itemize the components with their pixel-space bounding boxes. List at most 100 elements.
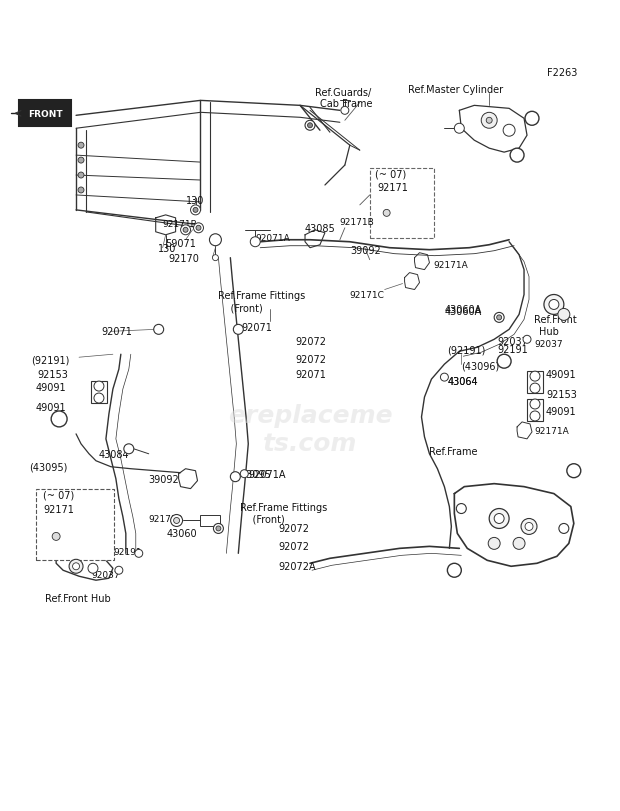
Text: 92072: 92072 bbox=[278, 524, 309, 534]
Text: FRONT: FRONT bbox=[28, 109, 63, 118]
Text: 92072: 92072 bbox=[278, 542, 309, 551]
Text: (92191): (92191) bbox=[31, 354, 69, 365]
Circle shape bbox=[521, 519, 537, 534]
Circle shape bbox=[216, 526, 221, 531]
Circle shape bbox=[193, 208, 198, 213]
Text: 43064: 43064 bbox=[448, 376, 478, 387]
Text: 92171B: 92171B bbox=[340, 218, 374, 227]
Text: Ref.Frame Fittings: Ref.Frame Fittings bbox=[218, 291, 306, 301]
Circle shape bbox=[486, 118, 492, 124]
Text: G: G bbox=[570, 466, 577, 475]
Text: 49091: 49091 bbox=[35, 383, 66, 393]
Text: 92071: 92071 bbox=[101, 327, 132, 337]
Circle shape bbox=[530, 411, 540, 422]
Circle shape bbox=[94, 393, 104, 404]
Text: Ref.Frame: Ref.Frame bbox=[430, 446, 478, 457]
Circle shape bbox=[78, 173, 84, 178]
Text: 43060: 43060 bbox=[167, 529, 197, 539]
Circle shape bbox=[210, 234, 221, 247]
Circle shape bbox=[549, 300, 559, 310]
Text: 92170: 92170 bbox=[169, 253, 200, 264]
Text: 49091: 49091 bbox=[546, 406, 577, 417]
Bar bbox=[527, 400, 543, 422]
Text: 92171C: 92171C bbox=[350, 290, 384, 299]
Text: Ref.Master Cylinder: Ref.Master Cylinder bbox=[407, 85, 503, 96]
Circle shape bbox=[78, 158, 84, 164]
Text: Ref.Frame Fittings: Ref.Frame Fittings bbox=[241, 502, 327, 512]
Text: 49091: 49091 bbox=[546, 370, 577, 380]
Circle shape bbox=[183, 228, 188, 233]
Circle shape bbox=[567, 464, 581, 478]
Circle shape bbox=[559, 524, 569, 534]
Circle shape bbox=[448, 564, 461, 577]
Circle shape bbox=[383, 210, 390, 217]
Circle shape bbox=[497, 315, 502, 320]
Circle shape bbox=[494, 514, 504, 524]
Text: 92072A: 92072A bbox=[278, 561, 316, 572]
Text: 92171A: 92171A bbox=[433, 261, 468, 270]
Text: 43060A: 43060A bbox=[445, 305, 482, 315]
Text: C: C bbox=[451, 566, 458, 575]
Circle shape bbox=[52, 533, 60, 541]
Circle shape bbox=[308, 123, 312, 129]
Text: 43085: 43085 bbox=[305, 224, 336, 234]
Circle shape bbox=[196, 226, 201, 231]
Circle shape bbox=[530, 371, 540, 382]
Circle shape bbox=[115, 567, 123, 574]
Bar bbox=[527, 371, 543, 393]
Text: 92071A: 92071A bbox=[248, 469, 286, 479]
Bar bbox=[200, 515, 220, 527]
Circle shape bbox=[78, 143, 84, 149]
Circle shape bbox=[341, 107, 349, 115]
Circle shape bbox=[494, 313, 504, 323]
Circle shape bbox=[135, 550, 143, 558]
Text: (Front): (Front) bbox=[241, 514, 285, 524]
Text: 92071A: 92071A bbox=[255, 234, 290, 243]
Circle shape bbox=[513, 538, 525, 550]
Text: 921710: 921710 bbox=[149, 514, 183, 523]
Text: 49091: 49091 bbox=[35, 402, 66, 413]
Text: (~ 07): (~ 07) bbox=[43, 490, 74, 500]
Circle shape bbox=[523, 336, 531, 344]
Text: 92153: 92153 bbox=[546, 389, 577, 400]
Circle shape bbox=[213, 255, 218, 261]
Circle shape bbox=[231, 472, 241, 482]
Text: B: B bbox=[56, 415, 62, 424]
Text: 92037: 92037 bbox=[497, 337, 528, 347]
Text: Ref.Guards/: Ref.Guards/ bbox=[315, 88, 371, 98]
Circle shape bbox=[454, 124, 464, 134]
Circle shape bbox=[180, 225, 190, 235]
Text: F2263: F2263 bbox=[547, 68, 577, 79]
Bar bbox=[36, 489, 114, 560]
Circle shape bbox=[233, 325, 243, 335]
Text: Hub: Hub bbox=[539, 327, 559, 337]
Circle shape bbox=[558, 309, 570, 321]
Text: 92171: 92171 bbox=[378, 182, 409, 193]
Circle shape bbox=[78, 188, 84, 194]
Circle shape bbox=[305, 121, 315, 131]
Circle shape bbox=[193, 224, 203, 234]
Text: 92037: 92037 bbox=[91, 570, 120, 579]
Circle shape bbox=[525, 523, 533, 530]
Circle shape bbox=[456, 504, 466, 514]
Circle shape bbox=[440, 374, 448, 382]
Text: Ref.Front: Ref.Front bbox=[534, 315, 577, 325]
Text: 59071: 59071 bbox=[166, 238, 197, 248]
Circle shape bbox=[544, 295, 564, 315]
Text: Ref.Front Hub: Ref.Front Hub bbox=[45, 594, 111, 603]
Circle shape bbox=[73, 563, 79, 570]
Text: 92171: 92171 bbox=[43, 504, 74, 514]
Text: 92071: 92071 bbox=[241, 323, 272, 333]
Text: ereplaceme
ts.com: ereplaceme ts.com bbox=[228, 404, 392, 455]
Text: Cab Frame: Cab Frame bbox=[320, 99, 373, 109]
Text: 130: 130 bbox=[185, 195, 204, 206]
Text: 43095: 43095 bbox=[241, 469, 271, 479]
Text: (43096): (43096) bbox=[461, 361, 500, 371]
Circle shape bbox=[250, 238, 260, 247]
Text: 43060A: 43060A bbox=[445, 307, 482, 317]
Circle shape bbox=[510, 149, 524, 163]
Text: 130: 130 bbox=[157, 243, 176, 253]
Circle shape bbox=[489, 509, 509, 529]
Circle shape bbox=[51, 411, 67, 427]
Text: (Front): (Front) bbox=[218, 303, 263, 313]
